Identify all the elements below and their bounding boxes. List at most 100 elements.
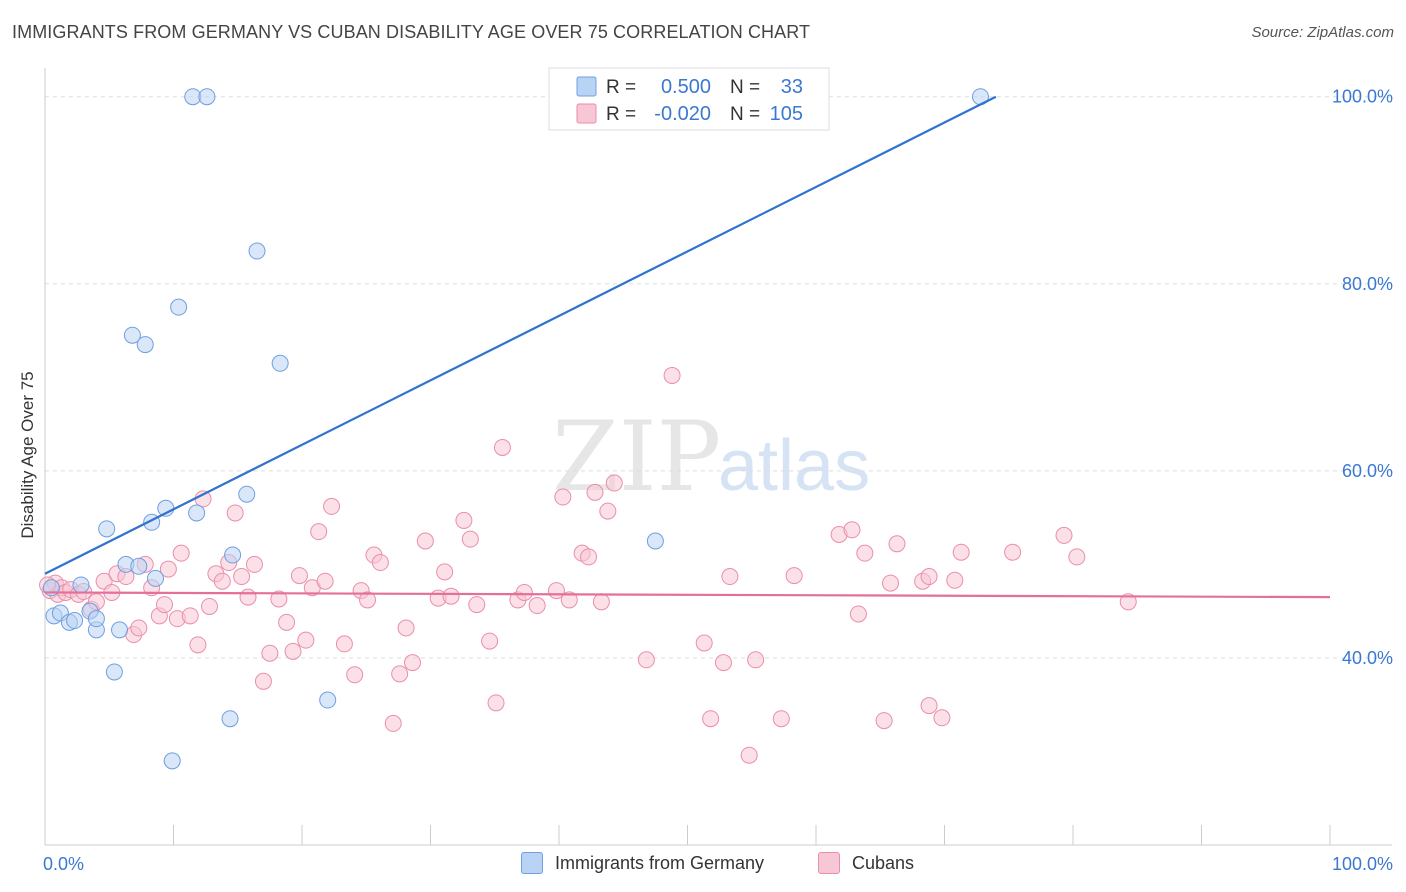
axes xyxy=(44,68,1392,846)
data-point xyxy=(290,567,308,585)
data-point xyxy=(323,497,341,515)
data-point xyxy=(933,709,951,727)
data-point xyxy=(136,336,154,354)
chart-title: IMMIGRANTS FROM GERMANY VS CUBAN DISABIL… xyxy=(12,22,811,42)
data-point xyxy=(181,607,199,625)
data-point xyxy=(130,557,148,575)
data-point xyxy=(714,654,732,672)
data-point xyxy=(702,710,720,728)
data-point xyxy=(248,242,266,260)
data-point xyxy=(882,574,900,592)
data-point xyxy=(316,572,334,590)
data-point xyxy=(156,596,174,614)
data-point xyxy=(87,610,105,628)
data-point xyxy=(297,631,315,649)
x-tick-label-max: 100.0% xyxy=(1332,854,1393,874)
data-point xyxy=(170,298,188,316)
germany-points xyxy=(42,88,989,770)
data-point xyxy=(721,568,739,586)
data-point xyxy=(493,438,511,456)
watermark: ZIP atlas xyxy=(552,401,870,513)
legend-swatch-cubans xyxy=(576,103,597,124)
data-point xyxy=(946,571,964,589)
data-point xyxy=(849,605,867,623)
data-point xyxy=(254,672,272,690)
data-point xyxy=(319,691,337,709)
data-point xyxy=(346,666,364,684)
data-point xyxy=(123,326,141,344)
data-point xyxy=(397,619,415,637)
data-point xyxy=(580,548,598,566)
legend-r-label-cubans: R = xyxy=(606,104,636,125)
data-point xyxy=(221,710,239,728)
data-point xyxy=(1055,526,1073,544)
x-tick-labels: 0.0% 100.0% xyxy=(43,854,1393,874)
data-point xyxy=(468,596,486,614)
watermark-zip: ZIP xyxy=(552,401,721,513)
data-point xyxy=(213,572,231,590)
legend-n-value-germany: 33 xyxy=(781,76,803,98)
data-point xyxy=(843,521,861,539)
y-tick-label: 40.0% xyxy=(1342,648,1393,668)
data-point xyxy=(663,366,681,384)
x-tick-label-min: 0.0% xyxy=(43,854,84,874)
correlation-legend: R = 0.500 N = 33 R = -0.020 N = 105 xyxy=(548,67,830,131)
legend-r-label-germany: R = xyxy=(606,77,636,98)
data-point xyxy=(747,651,765,669)
legend-n-label-germany: N = xyxy=(730,77,760,98)
data-point xyxy=(239,588,257,606)
source-label: Source: ZipAtlas.com xyxy=(1251,24,1394,41)
y-tick-labels: 40.0% 60.0% 80.0% 100.0% xyxy=(1332,87,1393,668)
data-point xyxy=(416,532,434,550)
data-point xyxy=(740,746,758,764)
data-point xyxy=(98,520,116,538)
data-point xyxy=(172,544,190,562)
y-tick-label: 80.0% xyxy=(1342,274,1393,294)
trend-lines xyxy=(44,95,1331,599)
data-point xyxy=(875,712,893,730)
legend-r-value-germany: 0.500 xyxy=(661,76,711,98)
data-point xyxy=(560,591,578,609)
data-point xyxy=(72,576,90,594)
data-point xyxy=(646,532,664,550)
data-point xyxy=(481,632,499,650)
data-point xyxy=(238,485,256,503)
data-point xyxy=(888,535,906,553)
legend-item-germany[interactable]: Immigrants from Germany xyxy=(521,852,764,874)
data-point xyxy=(226,504,244,522)
data-point xyxy=(461,530,479,548)
cubans-points xyxy=(39,366,1137,764)
data-point xyxy=(605,474,623,492)
data-point xyxy=(391,665,409,683)
data-point xyxy=(359,591,377,609)
data-point xyxy=(554,488,572,506)
data-point xyxy=(271,354,289,372)
trend-line-pink xyxy=(44,591,1331,599)
data-point xyxy=(233,568,251,586)
data-point xyxy=(599,502,617,520)
data-point xyxy=(1068,548,1086,566)
data-point xyxy=(130,619,148,637)
legend-swatch-germany xyxy=(576,76,597,97)
y-tick-label: 60.0% xyxy=(1342,461,1393,481)
data-point xyxy=(270,590,288,608)
data-point xyxy=(105,663,123,681)
data-point xyxy=(188,504,206,522)
legend-label-germany: Immigrants from Germany xyxy=(555,852,765,873)
data-point xyxy=(261,644,279,662)
data-point xyxy=(528,597,546,615)
data-point xyxy=(586,483,604,501)
watermark-atlas: atlas xyxy=(718,426,870,506)
data-point xyxy=(189,636,207,654)
legend-label-cubans: Cubans xyxy=(852,852,915,873)
data-point xyxy=(200,597,218,615)
data-point xyxy=(278,613,296,631)
data-point xyxy=(198,88,216,106)
data-point xyxy=(695,634,713,652)
legend-item-cubans[interactable]: Cubans xyxy=(818,852,914,874)
data-point xyxy=(920,697,938,715)
legend-r-value-cubans: -0.020 xyxy=(654,103,711,125)
legend-n-value-cubans: 105 xyxy=(770,103,803,125)
data-point xyxy=(515,583,533,601)
